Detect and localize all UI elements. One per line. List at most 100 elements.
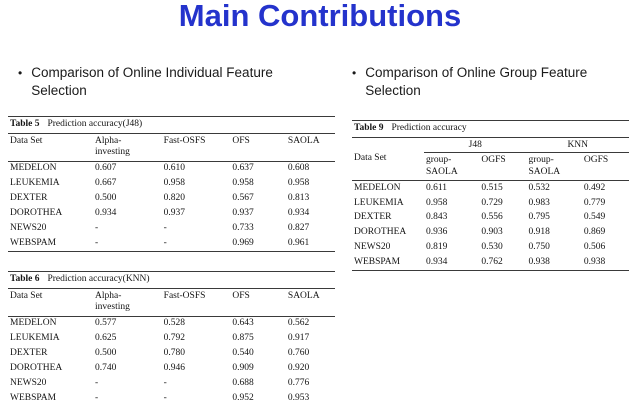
- column-header: SAOLA: [285, 133, 335, 162]
- table-row: NEWS20 - - 0.733 0.827: [8, 221, 335, 236]
- accuracy-value-cell: 0.643: [232, 318, 254, 329]
- table-row: DEXTER 0.843 0.556 0.795 0.549: [352, 211, 629, 226]
- accuracy-value-cell: 0.637: [232, 163, 254, 174]
- accuracy-value-cell: 0.740: [95, 362, 117, 373]
- accuracy-value-cell: 0.983: [528, 197, 550, 208]
- accuracy-value-cell: 0.903: [481, 227, 503, 238]
- accuracy-value-cell: 0.920: [287, 362, 310, 373]
- accuracy-value-cell: 0.729: [481, 197, 503, 208]
- bullet-left-text: Comparison of Online Individual Feature …: [31, 65, 273, 99]
- dataset-name-cell: LEUKEMIA: [354, 197, 404, 208]
- table-row: DOROTHEA 0.936 0.903 0.918 0.869: [352, 226, 629, 241]
- table6-caption-text: Prediction accuracy(KNN): [47, 274, 150, 284]
- accuracy-value-cell: -: [163, 222, 167, 233]
- accuracy-value-cell: 0.780: [163, 348, 186, 359]
- table9-label: Table 9: [354, 123, 384, 133]
- table5-caption: Table 5 Prediction accuracy(J48): [8, 116, 335, 133]
- table5-box: Table 5 Prediction accuracy(J48) Data Set…: [8, 116, 335, 253]
- table6-header-row: Data Set Alpha- investing Fast-OSFS OFS …: [8, 288, 335, 317]
- column-header: Data Set: [8, 288, 94, 317]
- accuracy-value-cell: 0.953: [287, 392, 310, 403]
- accuracy-value-cell: 0.506: [583, 242, 606, 253]
- accuracy-value-cell: 0.562: [287, 318, 310, 329]
- table9-caption: Table 9 Prediction accuracy: [352, 120, 629, 137]
- table6-caption: Table 6 Prediction accuracy(KNN): [8, 271, 335, 288]
- accuracy-value-cell: 0.819: [426, 242, 448, 253]
- accuracy-value-cell: 0.500: [95, 348, 117, 359]
- table-row: LEUKEMIA 0.667 0.958 0.958 0.958: [8, 177, 335, 192]
- column-header: Alpha- investing: [93, 133, 162, 162]
- dataset-name-cell: NEWS20: [10, 377, 47, 388]
- accuracy-value-cell: 0.577: [95, 318, 117, 329]
- table6: Data Set Alpha- investing Fast-OSFS OFS …: [8, 288, 335, 404]
- dataset-name-cell: DEXTER: [354, 212, 392, 223]
- accuracy-value-cell: -: [163, 377, 167, 388]
- accuracy-value-cell: -: [163, 392, 167, 403]
- accuracy-value-cell: 0.515: [481, 182, 503, 193]
- table5-label: Table 5: [10, 119, 40, 129]
- table-row: DOROTHEA 0.934 0.937 0.937 0.934: [8, 206, 335, 221]
- dataset-name-cell: MEDELON: [354, 182, 401, 193]
- group-header-j48: J48: [424, 137, 527, 154]
- accuracy-value-cell: 0.779: [583, 197, 606, 208]
- table6-label: Table 6: [10, 274, 40, 284]
- accuracy-value-cell: 0.608: [287, 163, 310, 174]
- accuracy-value-cell: -: [95, 222, 99, 233]
- accuracy-value-cell: 0.937: [163, 207, 186, 218]
- dataset-name-cell: DOROTHEA: [354, 227, 407, 238]
- table-row: NEWS20 0.819 0.530 0.750 0.506: [352, 241, 629, 256]
- column-header: SAOLA: [285, 288, 335, 317]
- table5-header-row: Data Set Alpha- investing Fast-OSFS OFS …: [8, 133, 335, 162]
- table-row: NEWS20 - - 0.688 0.776: [8, 376, 335, 391]
- column-header: OFS: [230, 288, 286, 317]
- accuracy-value-cell: 0.611: [426, 182, 448, 193]
- accuracy-value-cell: 0.918: [528, 227, 550, 238]
- dataset-name-cell: DOROTHEA: [10, 207, 63, 218]
- accuracy-value-cell: 0.776: [287, 377, 310, 388]
- accuracy-value-cell: 0.762: [481, 257, 503, 268]
- accuracy-value-cell: -: [95, 237, 99, 248]
- accuracy-value-cell: 0.917: [287, 333, 310, 344]
- bullet-individual-fs: • Comparison of Online Individual Featur…: [18, 64, 300, 100]
- accuracy-value-cell: 0.688: [232, 377, 254, 388]
- dataset-name-cell: WEBSPAM: [10, 392, 57, 403]
- accuracy-value-cell: 0.961: [287, 237, 310, 248]
- accuracy-value-cell: 0.934: [95, 207, 117, 218]
- dataset-name-cell: MEDELON: [10, 163, 57, 174]
- accuracy-value-cell: 0.610: [163, 163, 186, 174]
- column-header: Alpha- investing: [93, 288, 162, 317]
- column-header: Fast-OSFS: [161, 133, 231, 162]
- table5: Data Set Alpha- investing Fast-OSFS OFS …: [8, 133, 335, 253]
- accuracy-value-cell: 0.958: [163, 178, 186, 189]
- dataset-name-cell: WEBSPAM: [10, 237, 57, 248]
- accuracy-value-cell: 0.607: [95, 163, 117, 174]
- table-row: WEBSPAM - - 0.969 0.961: [8, 236, 335, 251]
- accuracy-value-cell: 0.958: [287, 178, 310, 189]
- bullet-right-text: Comparison of Online Group Feature Selec…: [365, 65, 588, 99]
- bullet-marker: •: [18, 66, 23, 80]
- dataset-name-cell: DEXTER: [10, 348, 48, 359]
- accuracy-value-cell: 0.827: [287, 222, 310, 233]
- dataset-name-cell: DEXTER: [10, 193, 48, 204]
- table-row: MEDELON 0.577 0.528 0.643 0.562: [8, 316, 335, 331]
- accuracy-value-cell: 0.528: [163, 318, 186, 329]
- table6-box: Table 6 Prediction accuracy(KNN) Data Set…: [8, 271, 335, 404]
- accuracy-value-cell: 0.795: [528, 212, 550, 223]
- dataset-name-cell: MEDELON: [10, 318, 57, 329]
- accuracy-value-cell: 0.946: [163, 362, 186, 373]
- accuracy-value-cell: 0.934: [426, 257, 448, 268]
- column-header: Data Set: [8, 133, 94, 162]
- table5-caption-text: Prediction accuracy(J48): [47, 119, 143, 129]
- table-row: DEXTER 0.500 0.780 0.540 0.760: [8, 347, 335, 362]
- accuracy-value-cell: 0.936: [426, 227, 448, 238]
- accuracy-value-cell: 0.952: [232, 392, 254, 403]
- column-header: OGFS: [479, 152, 527, 182]
- accuracy-value-cell: 0.549: [583, 212, 606, 223]
- accuracy-value-cell: 0.958: [426, 197, 448, 208]
- accuracy-value-cell: 0.792: [163, 333, 186, 344]
- table9-sub-header-row: group- SAOLA OGFS group- SAOLA OGFS: [352, 152, 629, 182]
- column-header: Fast-OSFS: [161, 288, 231, 317]
- accuracy-value-cell: 0.567: [232, 193, 254, 204]
- accuracy-value-cell: 0.937: [232, 207, 254, 218]
